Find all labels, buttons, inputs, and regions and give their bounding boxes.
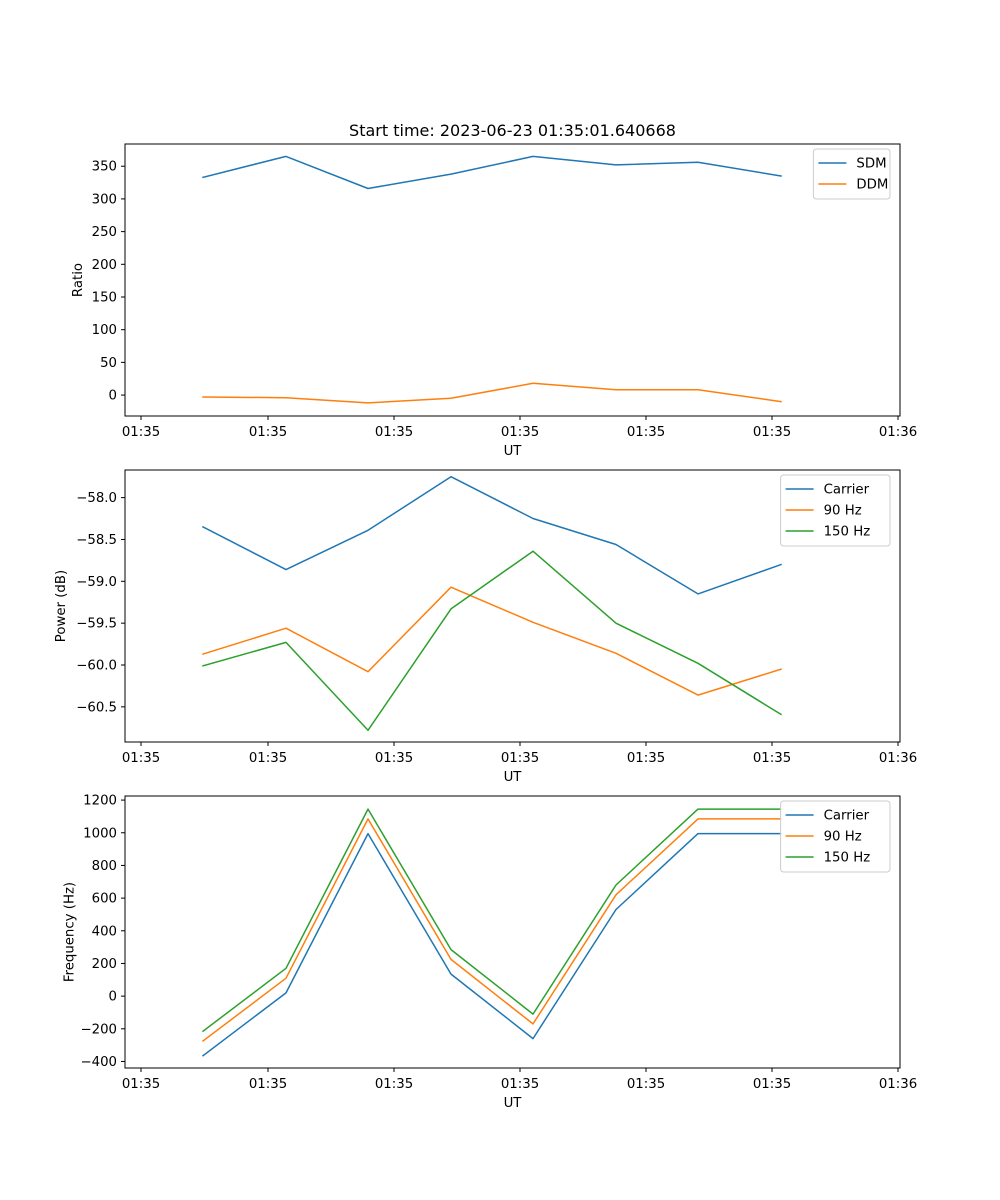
x-tick-label: 01:36 xyxy=(879,1077,917,1092)
x-tick-label: 01:36 xyxy=(879,751,917,766)
x-axis-label: UT xyxy=(504,444,523,459)
y-axis-label: Power (dB) xyxy=(54,570,69,642)
y-tick-label: 600 xyxy=(92,892,117,907)
y-tick-label: 1000 xyxy=(83,826,117,841)
series-line-150-hz xyxy=(201,808,782,1033)
x-tick-label: 01:35 xyxy=(501,751,539,766)
axes-frame xyxy=(124,795,901,1069)
legend: SDM DDM xyxy=(812,148,891,200)
legend-box xyxy=(780,800,891,873)
legend-entry: 90 Hz xyxy=(824,830,862,845)
legend: Carrier 90 Hz 150 Hz xyxy=(780,474,891,547)
y-tick-label: 800 xyxy=(92,859,117,874)
y-tick-label: 200 xyxy=(92,258,117,273)
y-tick-label: −58.5 xyxy=(76,533,117,548)
y-tick-label: −58.0 xyxy=(76,491,117,506)
y-tick-label: 1200 xyxy=(83,794,117,809)
x-tick-label: 01:35 xyxy=(501,425,539,440)
x-axis-label: UT xyxy=(504,770,523,785)
y-tick-label: 150 xyxy=(92,291,117,306)
x-tick-label: 01:35 xyxy=(627,751,665,766)
series-line-sdm xyxy=(202,155,782,190)
y-tick-label: 200 xyxy=(92,957,117,972)
legend-entry: Carrier xyxy=(824,809,870,824)
x-tick-label: 01:36 xyxy=(879,425,917,440)
series-line-carrier xyxy=(201,475,782,595)
y-tick-label: 300 xyxy=(92,192,117,207)
x-tick-label: 01:35 xyxy=(753,425,791,440)
y-tick-label: −60.5 xyxy=(76,700,117,715)
y-tick-label: −200 xyxy=(80,1022,117,1037)
x-tick-label: 01:35 xyxy=(501,1077,539,1092)
x-tick-label: 01:35 xyxy=(375,425,413,440)
chart-2: 01:35 01:35 01:35 01:35 01:35 01:35 01:36 −58.0… xyxy=(54,469,917,785)
x-axis-label: UT xyxy=(504,1096,523,1111)
y-tick-label: 0 xyxy=(109,389,117,404)
y-tick-label: 400 xyxy=(92,924,117,939)
series-line-carrier xyxy=(201,832,782,1057)
y-tick-label: −59.5 xyxy=(76,617,117,632)
x-tick-label: 01:35 xyxy=(122,425,160,440)
series-line-150-hz xyxy=(202,550,783,732)
legend-entry: 150 Hz xyxy=(824,525,871,540)
series-line-90-hz xyxy=(202,586,782,696)
chart-1: 01:35 01:35 01:35 01:35 01:35 01:35 01:36 0 50 10… xyxy=(71,143,917,459)
axes-frame xyxy=(124,469,901,743)
y-axis-label: Frequency (Hz) xyxy=(62,882,77,982)
y-tick-label: −59.0 xyxy=(76,575,117,590)
x-tick-label: 01:35 xyxy=(753,1077,791,1092)
y-tick-label: 100 xyxy=(92,323,117,338)
y-tick-label: −60.0 xyxy=(76,659,117,674)
x-tick-label: 01:35 xyxy=(375,1077,413,1092)
x-tick-label: 01:35 xyxy=(249,425,287,440)
chart-3: 01:35 01:35 01:35 01:35 01:35 01:35 01:36 −400 −… xyxy=(62,794,917,1111)
figure-title: Start time: 2023-06-23 01:35:01.640668 xyxy=(349,121,676,140)
y-tick-label: 0 xyxy=(109,990,117,1005)
x-tick-label: 01:35 xyxy=(122,751,160,766)
series-line-ddm xyxy=(202,382,782,404)
x-tick-label: 01:35 xyxy=(122,1077,160,1092)
x-tick-label: 01:35 xyxy=(249,1077,287,1092)
legend-entry: 90 Hz xyxy=(824,504,862,519)
axes-frame xyxy=(124,143,901,417)
legend-entry: 150 Hz xyxy=(824,851,871,866)
legend-box xyxy=(812,148,891,200)
x-tick-label: 01:35 xyxy=(627,425,665,440)
legend-entry: SDM xyxy=(856,157,886,172)
y-tick-label: 50 xyxy=(100,356,117,371)
x-tick-label: 01:35 xyxy=(375,751,413,766)
y-tick-label: 250 xyxy=(92,225,117,240)
legend-entry: Carrier xyxy=(824,483,870,498)
x-tick-label: 01:35 xyxy=(249,751,287,766)
x-tick-label: 01:35 xyxy=(627,1077,665,1092)
legend-box xyxy=(780,474,891,547)
legend: Carrier 90 Hz 150 Hz xyxy=(780,800,891,873)
series-line-90-hz xyxy=(201,818,782,1043)
legend-entry: DDM xyxy=(856,178,888,193)
x-tick-label: 01:35 xyxy=(753,751,791,766)
y-tick-label: −400 xyxy=(80,1055,117,1070)
y-tick-label: 350 xyxy=(92,160,117,175)
y-axis-label: Ratio xyxy=(71,263,86,297)
